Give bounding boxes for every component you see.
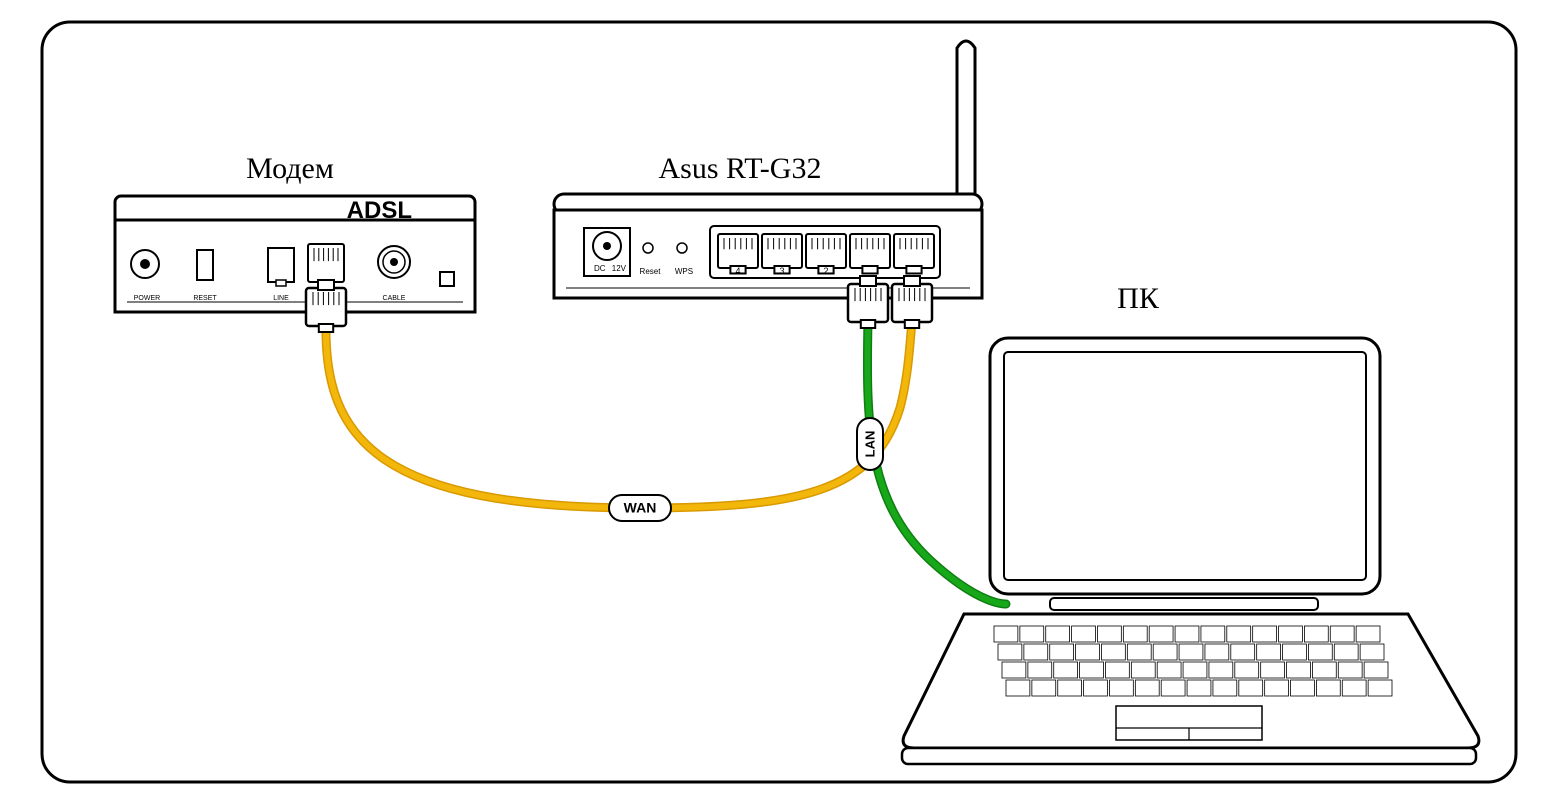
svg-text:RESET: RESET [193,295,217,302]
svg-text:LAN: LAN [862,431,877,458]
laptop-device [902,338,1479,764]
wan-plug-router [892,276,932,328]
svg-text:LINE: LINE [273,295,289,302]
svg-text:POWER: POWER [134,295,160,302]
wan-plug-modem [306,280,346,332]
lan-plug-router [848,276,888,328]
router-label: Asus RT-G32 [659,152,822,185]
lan-cable [867,320,1006,604]
svg-text:4: 4 [735,266,740,276]
svg-text:CABLE: CABLE [383,295,406,302]
svg-text:WPS: WPS [675,267,693,276]
modem-label: Модем [246,152,334,185]
lan-cable-label: LAN [857,418,883,470]
svg-text:WAN: WAN [624,500,657,516]
svg-text:12V: 12V [612,264,627,273]
pc-label: ПК [1117,282,1160,315]
modem-adsl-label: ADSL [347,197,412,224]
modem-device [115,196,475,312]
wan-cable [326,320,912,508]
svg-text:Reset: Reset [640,267,662,276]
svg-text:2: 2 [823,266,828,276]
svg-text:3: 3 [779,266,784,276]
svg-text:DC: DC [594,264,606,273]
